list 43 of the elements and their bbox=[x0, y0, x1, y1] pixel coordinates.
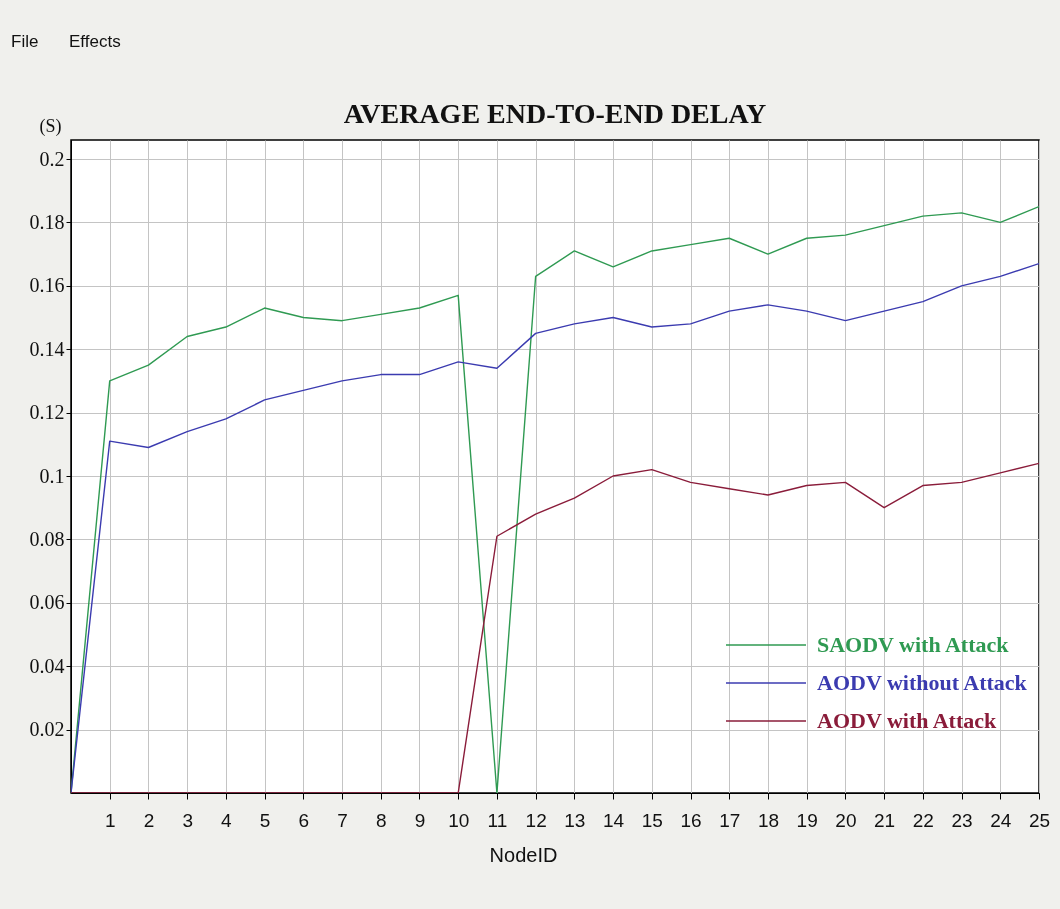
y-tick-label: 0.2 bbox=[39, 147, 65, 170]
x-tick-label: 14 bbox=[603, 809, 625, 831]
chart-title: AVERAGE END-TO-END DELAY bbox=[343, 98, 767, 129]
x-tick-label: 3 bbox=[182, 809, 193, 831]
x-tick-label: 21 bbox=[874, 809, 896, 831]
x-axis-title: NodeID bbox=[489, 843, 558, 866]
x-tick-label: 16 bbox=[680, 809, 702, 831]
y-tick-label: 0.1 bbox=[39, 464, 65, 487]
y-tick-label: 0.14 bbox=[29, 337, 65, 360]
x-tick-label: 24 bbox=[990, 809, 1012, 831]
x-tick-label: 23 bbox=[951, 809, 973, 831]
x-tick-label: 13 bbox=[564, 809, 586, 831]
legend-label: AODV with Attack bbox=[817, 708, 998, 733]
text: File bbox=[11, 32, 39, 51]
y-tick-label: 0.12 bbox=[29, 401, 65, 424]
legend-label: SAODV with Attack bbox=[817, 632, 1010, 657]
y-axis-title: (S) bbox=[39, 115, 62, 137]
y-tick-label: 0.08 bbox=[29, 527, 65, 550]
x-tick-label: 7 bbox=[337, 809, 348, 831]
x-tick-label: 11 bbox=[487, 809, 508, 831]
y-tick-label: 0.16 bbox=[29, 274, 65, 297]
x-tick-label: 15 bbox=[641, 809, 663, 831]
x-tick-label: 22 bbox=[912, 809, 934, 831]
x-tick-label: 25 bbox=[1028, 809, 1051, 831]
y-tick-label: 0.02 bbox=[29, 718, 65, 741]
x-tick-label: 1 bbox=[104, 809, 116, 831]
x-tick-label: 5 bbox=[259, 809, 271, 831]
text: Effects bbox=[69, 32, 121, 51]
x-tick-label: 12 bbox=[525, 809, 547, 831]
x-tick-label: 20 bbox=[835, 809, 857, 831]
y-tick-label: 0.18 bbox=[29, 210, 65, 233]
x-tick-label: 8 bbox=[375, 809, 387, 831]
x-tick-label: 4 bbox=[221, 809, 233, 831]
x-tick-label: 19 bbox=[796, 809, 818, 831]
x-tick-label: 6 bbox=[298, 809, 310, 831]
x-tick-label: 17 bbox=[719, 809, 741, 831]
x-tick-label: 10 bbox=[448, 809, 470, 831]
y-tick-label: 0.06 bbox=[29, 591, 65, 614]
legend-label: AODV without Attack bbox=[817, 670, 1028, 695]
x-tick-label: 18 bbox=[757, 809, 780, 831]
x-tick-label: 2 bbox=[143, 809, 155, 831]
y-tick-label: 0.04 bbox=[29, 654, 65, 677]
x-tick-label: 9 bbox=[414, 809, 426, 831]
